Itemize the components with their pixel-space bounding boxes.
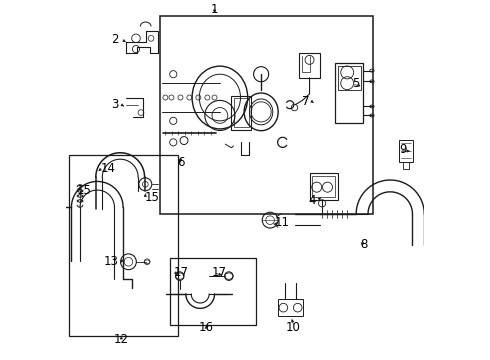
Bar	[299, 53, 320, 78]
Text: 9: 9	[399, 143, 407, 156]
Bar	[278, 299, 303, 316]
Bar	[231, 96, 251, 130]
Text: 17: 17	[174, 266, 189, 279]
Text: 1: 1	[211, 3, 218, 16]
Text: 11: 11	[274, 216, 290, 229]
Bar	[170, 258, 256, 325]
Bar	[335, 63, 364, 123]
Text: 15: 15	[145, 191, 159, 204]
Text: 17: 17	[212, 266, 227, 279]
Text: 6: 6	[177, 156, 184, 168]
Text: 10: 10	[286, 321, 301, 334]
Text: 5: 5	[353, 77, 360, 90]
Bar	[310, 173, 338, 200]
Bar	[234, 98, 248, 127]
Text: 13: 13	[104, 255, 119, 268]
Text: 8: 8	[360, 238, 367, 251]
Text: 16: 16	[199, 321, 214, 334]
Text: 7: 7	[302, 95, 310, 108]
Bar	[313, 176, 335, 197]
Text: 3: 3	[111, 98, 119, 111]
Bar	[69, 155, 177, 336]
Text: 12: 12	[114, 333, 129, 346]
Text: 2: 2	[111, 33, 119, 46]
Text: 15: 15	[77, 184, 92, 197]
Bar	[338, 66, 361, 90]
Text: 4: 4	[309, 194, 316, 207]
Text: 14: 14	[101, 162, 116, 175]
Bar	[399, 140, 413, 162]
Bar	[160, 16, 373, 214]
